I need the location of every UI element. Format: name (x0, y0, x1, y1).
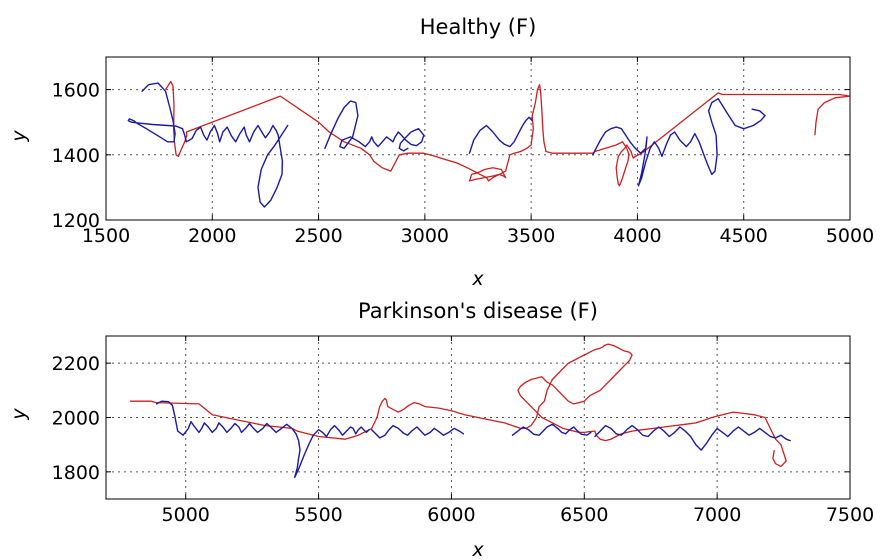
pen-down-stroke (592, 97, 766, 187)
x-tick-label: 4000 (613, 225, 661, 247)
plot-frame (105, 56, 851, 221)
x-tick-label: 4500 (720, 225, 768, 247)
y-axis-label: y (8, 130, 30, 143)
x-tick-label: 5500 (294, 504, 342, 526)
y-axis-label: y (8, 408, 30, 421)
handwriting-strokes (127, 80, 850, 208)
x-tick-label: 6000 (427, 504, 475, 526)
x-tick-label: 2500 (294, 225, 342, 247)
x-tick-label: 7500 (826, 504, 874, 526)
pen-down-stroke (371, 424, 465, 439)
y-tick-label: 2000 (52, 408, 100, 430)
x-tick-label: 7000 (693, 504, 741, 526)
y-tick-label: 1400 (52, 145, 100, 167)
x-tick-label: 3500 (507, 225, 555, 247)
pen-up-stroke (164, 80, 850, 187)
y-tick-label: 1600 (52, 80, 100, 102)
chart-title: Healthy (F) (420, 15, 537, 39)
x-axis-label: x (471, 539, 484, 560)
x-tick-label: 5000 (826, 225, 874, 247)
pen-down-stroke (127, 82, 289, 208)
x-tick-label: 6500 (560, 504, 608, 526)
x-tick-label: 1500 (82, 225, 130, 247)
pen-down-stroke (324, 100, 425, 152)
pen-down-stroke (468, 116, 533, 154)
healthy-chart: Healthy (F) y x 1500 2000 2500 3000 3500 4000… (8, 15, 874, 290)
x-tick-label: 5000 (162, 504, 210, 526)
pen-down-stroke (594, 424, 791, 451)
y-tick-label: 1200 (52, 210, 100, 232)
x-tick-label: 2000 (188, 225, 236, 247)
handwriting-strokes (129, 343, 791, 478)
pen-up-stroke (129, 343, 787, 468)
x-tick-label: 3000 (401, 225, 449, 247)
x-axis-label: x (471, 268, 484, 290)
y-tick-label: 1800 (52, 462, 100, 484)
chart-title: Parkinson's disease (F) (358, 299, 598, 323)
y-tick-label: 2200 (52, 353, 100, 375)
pen-down-stroke (155, 400, 370, 478)
parkinsons-chart: Parkinson's disease (F) y x 5000 5500 6000… (8, 299, 874, 560)
pen-down-stroke (511, 423, 592, 436)
